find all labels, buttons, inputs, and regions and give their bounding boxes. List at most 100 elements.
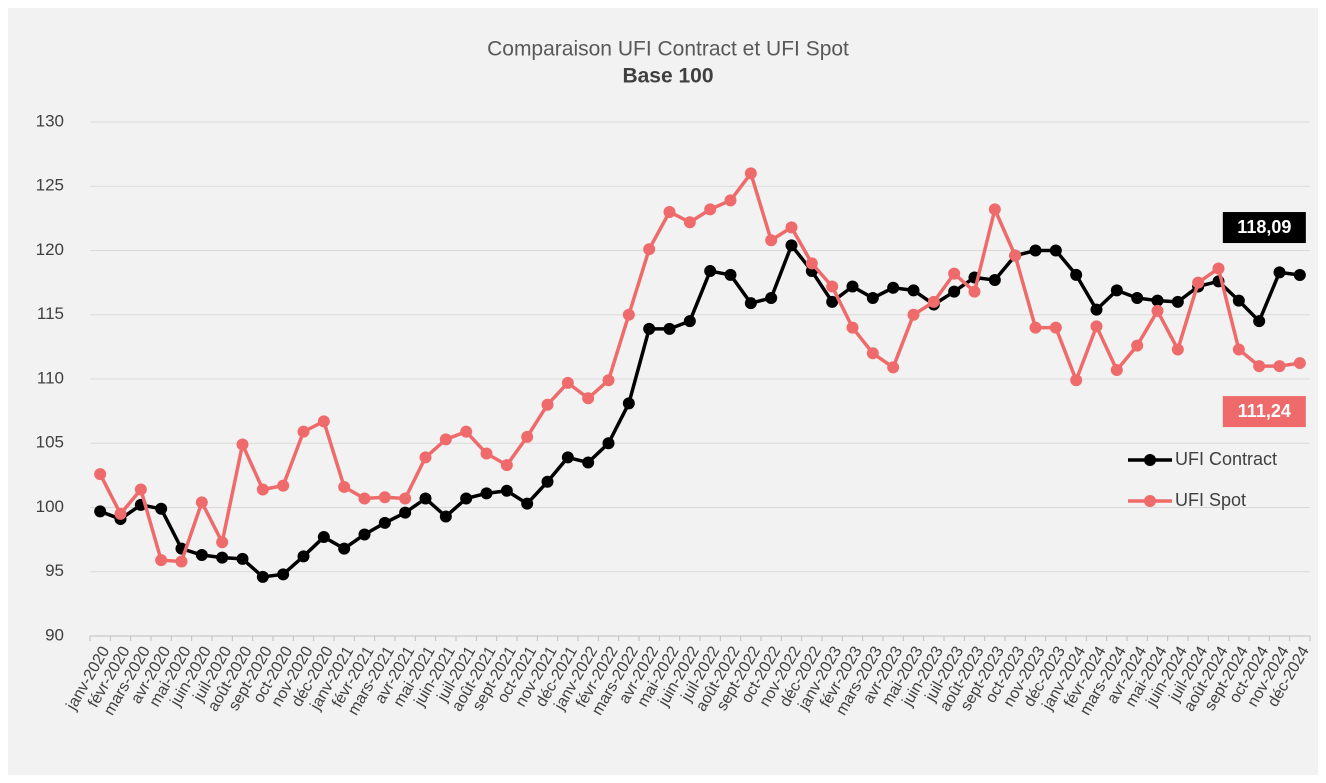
- series-point: [785, 239, 798, 252]
- series-point: [419, 492, 432, 505]
- series-point: [744, 297, 757, 310]
- series-point: [277, 568, 290, 581]
- series-point: [500, 484, 513, 497]
- series-point: [866, 347, 879, 360]
- series-point: [744, 167, 757, 180]
- series-point: [521, 430, 534, 443]
- series-point: [1253, 315, 1266, 328]
- value-label-box: [1222, 396, 1306, 428]
- series-point: [216, 551, 229, 564]
- series-point: [887, 361, 900, 374]
- series-point: [94, 505, 107, 518]
- series-point: [1131, 292, 1144, 305]
- series-point: [399, 506, 412, 519]
- series-point: [1029, 321, 1042, 334]
- value-label: 118,09: [1237, 217, 1291, 237]
- series-point: [1110, 364, 1123, 377]
- series-point: [1049, 244, 1062, 257]
- series-point: [297, 425, 310, 438]
- y-tick-label: 130: [36, 111, 64, 130]
- series-point: [541, 475, 554, 488]
- series-point: [622, 308, 635, 321]
- series-point: [724, 268, 737, 281]
- series-point: [155, 554, 168, 567]
- series-point: [907, 284, 920, 297]
- series-point: [378, 491, 391, 504]
- series-point: [521, 497, 534, 510]
- y-tick-label: 115: [37, 304, 64, 323]
- series-point: [582, 456, 595, 469]
- series-point: [988, 274, 1001, 287]
- series-point: [561, 451, 574, 464]
- series-point: [277, 479, 290, 492]
- series-point: [1232, 343, 1245, 356]
- series-point: [1171, 295, 1184, 308]
- series-point: [1273, 266, 1286, 279]
- chart-subtitle: Base 100: [622, 65, 713, 88]
- y-tick-label: 95: [45, 561, 64, 580]
- series-point: [948, 285, 961, 298]
- series-point: [439, 510, 452, 523]
- y-tick-label: 90: [45, 625, 64, 644]
- series-point: [439, 433, 452, 446]
- series-point: [1110, 284, 1123, 297]
- series-line: [98, 171, 1301, 564]
- series-point: [1192, 276, 1205, 289]
- series-point: [460, 425, 473, 438]
- series-point: [1131, 339, 1144, 352]
- legend-marker: [1144, 495, 1156, 507]
- series-point: [378, 516, 391, 529]
- value-label: 111,24: [1238, 401, 1291, 421]
- series-point: [195, 549, 208, 562]
- y-tick-label: 120: [36, 240, 64, 259]
- series-point: [1151, 294, 1164, 307]
- series-point: [338, 542, 351, 555]
- series-point: [1049, 321, 1062, 334]
- legend-label: UFI Spot: [1175, 490, 1246, 510]
- series-point: [785, 221, 798, 234]
- value-label-box: [1222, 212, 1306, 244]
- y-tick-label: 100: [36, 497, 64, 516]
- series-point: [704, 203, 717, 216]
- series-point: [358, 492, 371, 505]
- series-point: [1151, 304, 1164, 317]
- series-point: [683, 216, 696, 229]
- series-point: [256, 483, 269, 496]
- series-point: [256, 570, 269, 583]
- series-point: [1070, 268, 1083, 281]
- series-point: [704, 265, 717, 278]
- series-point: [663, 205, 676, 218]
- series-point: [94, 468, 107, 481]
- series-point: [1212, 262, 1225, 275]
- series-point: [358, 528, 371, 541]
- series-point: [236, 552, 249, 565]
- series-point: [643, 243, 656, 256]
- series-point: [399, 492, 412, 505]
- series-point: [683, 315, 696, 328]
- series-point: [927, 295, 940, 308]
- series-point: [114, 507, 127, 520]
- series-point: [968, 285, 981, 298]
- series-point: [236, 438, 249, 451]
- y-tick-label: 110: [37, 368, 64, 387]
- series-point: [1029, 244, 1042, 257]
- series-point: [195, 496, 208, 509]
- series-point: [419, 451, 432, 464]
- series-point: [216, 536, 229, 549]
- series-point: [826, 280, 839, 293]
- series-point: [846, 321, 859, 334]
- series-point: [1232, 294, 1245, 307]
- series-point: [948, 267, 961, 280]
- series-point: [826, 295, 839, 308]
- series-point: [1253, 360, 1266, 373]
- series-point: [338, 480, 351, 493]
- series-point: [805, 257, 818, 270]
- series-point: [460, 492, 473, 505]
- legend-marker: [1144, 454, 1156, 466]
- series-point: [1293, 357, 1306, 370]
- series-point: [1090, 303, 1103, 316]
- series-point: [765, 234, 778, 247]
- series-point: [317, 531, 330, 544]
- series-point: [317, 415, 330, 428]
